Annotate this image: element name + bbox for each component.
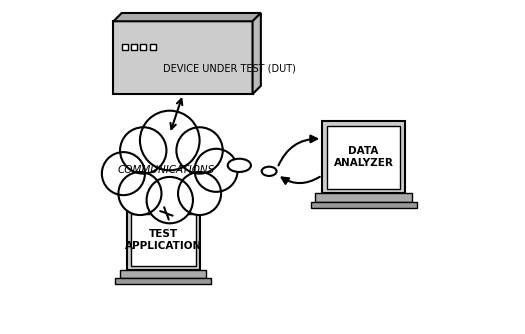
FancyBboxPatch shape <box>120 270 206 278</box>
Circle shape <box>140 111 200 170</box>
Polygon shape <box>113 13 261 21</box>
Circle shape <box>146 177 193 223</box>
Text: COMMUNICATIONS: COMMUNICATIONS <box>118 165 215 175</box>
Circle shape <box>120 127 166 174</box>
FancyBboxPatch shape <box>150 44 155 50</box>
Ellipse shape <box>261 167 277 176</box>
Circle shape <box>195 149 238 192</box>
Ellipse shape <box>228 159 251 172</box>
Text: DATA
ANALYZER: DATA ANALYZER <box>333 146 393 168</box>
FancyArrowPatch shape <box>278 136 317 165</box>
FancyArrowPatch shape <box>281 177 320 184</box>
FancyBboxPatch shape <box>122 44 128 50</box>
FancyBboxPatch shape <box>131 44 137 50</box>
FancyBboxPatch shape <box>310 202 416 208</box>
FancyBboxPatch shape <box>140 44 146 50</box>
Circle shape <box>102 152 145 195</box>
FancyBboxPatch shape <box>127 210 200 270</box>
Text: TEST
APPLICATION: TEST APPLICATION <box>124 229 202 251</box>
FancyBboxPatch shape <box>131 214 196 266</box>
Circle shape <box>178 172 221 215</box>
Circle shape <box>176 127 223 174</box>
Polygon shape <box>253 13 261 94</box>
FancyBboxPatch shape <box>115 278 211 284</box>
Text: DEVICE UNDER TEST (DUT): DEVICE UNDER TEST (DUT) <box>163 64 296 73</box>
FancyBboxPatch shape <box>327 126 400 188</box>
Circle shape <box>119 172 162 215</box>
FancyBboxPatch shape <box>113 21 253 94</box>
FancyBboxPatch shape <box>322 121 405 193</box>
FancyBboxPatch shape <box>316 193 412 202</box>
